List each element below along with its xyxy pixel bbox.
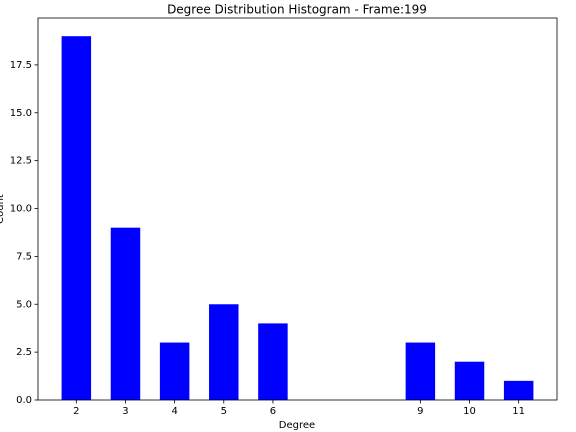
bar xyxy=(405,342,436,400)
bar xyxy=(159,342,190,400)
bar xyxy=(258,323,288,400)
y-tick-label: 15.0 xyxy=(10,108,32,119)
y-tick-label: 17.5 xyxy=(10,60,32,71)
y-tick-label: 2.5 xyxy=(16,347,32,358)
plot-frame xyxy=(37,17,558,401)
x-axis-label: Degree xyxy=(279,420,315,431)
x-tick-label: 4 xyxy=(171,406,177,417)
bar xyxy=(503,380,534,400)
x-tick-label: 9 xyxy=(417,406,423,417)
y-tick-label: 10.0 xyxy=(10,204,32,215)
x-tick-label: 2 xyxy=(73,406,79,417)
bar xyxy=(209,304,239,400)
x-tick-label: 10 xyxy=(463,406,476,417)
y-tick-label: 5.0 xyxy=(16,299,32,310)
chart-title: Degree Distribution Histogram - Frame:19… xyxy=(167,3,427,17)
y-tick-label: 0.0 xyxy=(16,395,32,406)
y-tick-label: 7.5 xyxy=(16,251,32,262)
x-tick-label: 11 xyxy=(512,406,525,417)
bar xyxy=(110,227,141,400)
x-tick-label: 3 xyxy=(122,406,128,417)
y-tick-label: 12.5 xyxy=(10,156,32,167)
y-axis-label: Count xyxy=(0,194,6,224)
x-tick-label: 5 xyxy=(221,406,227,417)
bar xyxy=(454,361,485,400)
bar xyxy=(61,36,92,400)
x-tick-label: 6 xyxy=(270,406,276,417)
